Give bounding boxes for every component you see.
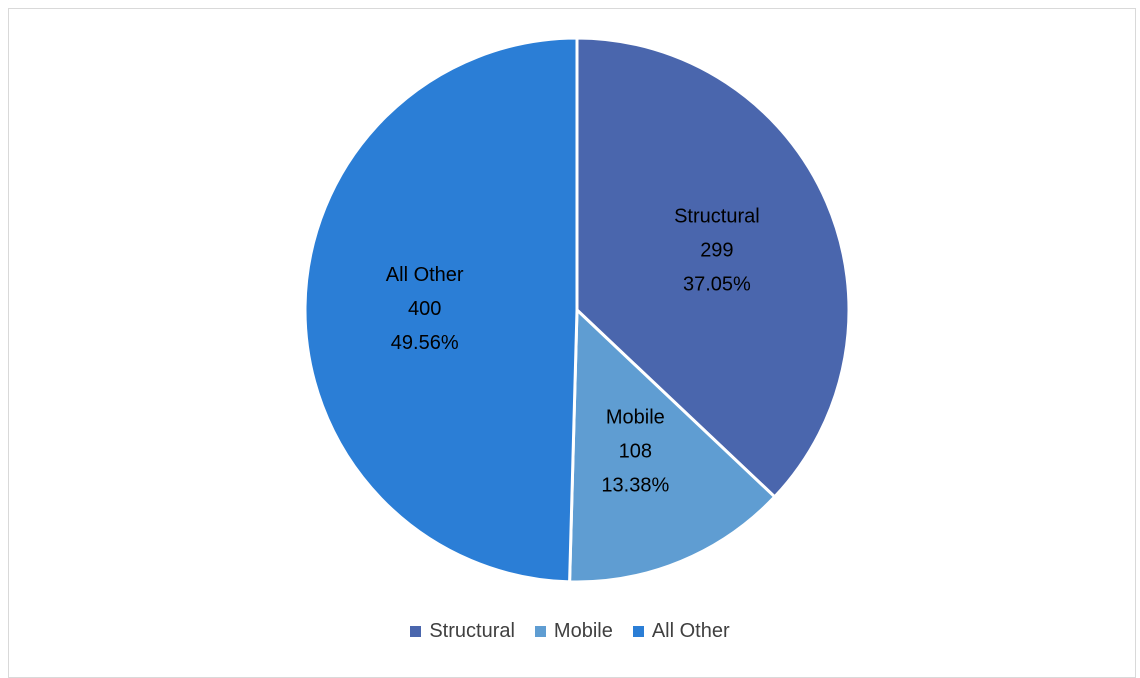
- legend-label-mobile: Mobile: [553, 620, 613, 642]
- legend-label-structural: Structural: [429, 620, 515, 642]
- pie-slices: [303, 36, 851, 584]
- pie-slice-all-other: [303, 36, 579, 584]
- data-label-structural-percent: 37.05%: [683, 274, 751, 296]
- data-label-mobile-value: 108: [619, 441, 652, 463]
- legend-swatch-structural: [410, 626, 422, 637]
- chart-legend: Structural Mobile All Other: [0, 620, 1140, 643]
- data-label-mobile: Mobile 108 13.38%: [601, 407, 669, 497]
- legend-item-structural: Structural: [410, 620, 515, 643]
- data-label-structural: Structural 299 37.05%: [674, 206, 760, 296]
- data-label-all-other-category: All Other: [386, 264, 464, 286]
- data-label-all-other-percent: 49.56%: [391, 332, 459, 354]
- data-label-mobile-category: Mobile: [606, 407, 665, 429]
- data-label-all-other: All Other 400 49.56%: [386, 264, 464, 354]
- data-label-all-other-value: 400: [408, 298, 441, 320]
- data-label-mobile-percent: 13.38%: [601, 475, 669, 497]
- pie-data-labels: Structural 299 37.05% Mobile 108 13.38% All Ot…: [386, 206, 760, 497]
- pie-slice-structural: [575, 36, 851, 499]
- data-label-structural-value: 299: [700, 240, 733, 262]
- pie-slice-mobile: [568, 308, 777, 584]
- data-label-structural-category: Structural: [674, 206, 760, 228]
- legend-item-all-other: All Other: [632, 620, 730, 643]
- legend-swatch-mobile: [534, 626, 546, 637]
- legend-swatch-all-other: [632, 626, 644, 637]
- legend-label-all-other: All Other: [651, 620, 730, 642]
- legend-item-mobile: Mobile: [534, 620, 613, 643]
